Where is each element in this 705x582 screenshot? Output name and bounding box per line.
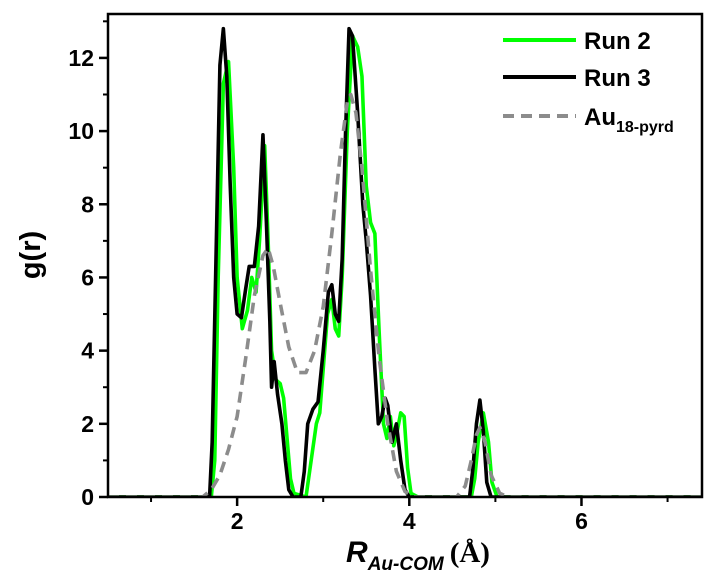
legend-label: Run 2 bbox=[584, 28, 651, 55]
y-axis-title: g(r) bbox=[15, 231, 47, 279]
y-tick-label: 6 bbox=[81, 264, 94, 290]
legend-label-main: Run 3 bbox=[584, 65, 651, 92]
legend-label-main: Au bbox=[584, 104, 616, 131]
legend-label: Au18-pyrd bbox=[584, 104, 674, 136]
x-axis-title: RAu-COM (Å) bbox=[346, 536, 490, 575]
x-tick-label: 2 bbox=[231, 508, 244, 534]
legend-label-subscript: 18-pyrd bbox=[616, 119, 674, 136]
y-tick-label: 10 bbox=[68, 118, 94, 144]
y-tick-label: 2 bbox=[81, 411, 94, 437]
y-tick-label: 4 bbox=[81, 338, 94, 364]
x-axis-title-main: R bbox=[346, 536, 368, 569]
y-tick-label: 8 bbox=[81, 191, 94, 217]
y-tick-label: 0 bbox=[81, 484, 94, 510]
x-tick-label: 4 bbox=[403, 508, 416, 534]
x-tick-label: 6 bbox=[575, 508, 588, 534]
legend: Run 2 Run 3 Au18-pyrd bbox=[503, 28, 674, 136]
series-line-au18-pyrd bbox=[108, 92, 702, 497]
legend-label-main: Run 2 bbox=[584, 28, 651, 55]
y-tick-label: 12 bbox=[68, 45, 94, 71]
ticks-layer: 2 4 6 0 2 4 6 8 10 12 bbox=[68, 20, 669, 534]
series-line-run-3 bbox=[108, 26, 702, 497]
x-axis-title-unit: (Å) bbox=[450, 537, 490, 569]
legend-label: Run 3 bbox=[584, 65, 651, 92]
x-axis-title-subscript: Au-COM bbox=[367, 554, 445, 575]
series-layer bbox=[108, 26, 702, 497]
plot-frame bbox=[106, 12, 704, 499]
